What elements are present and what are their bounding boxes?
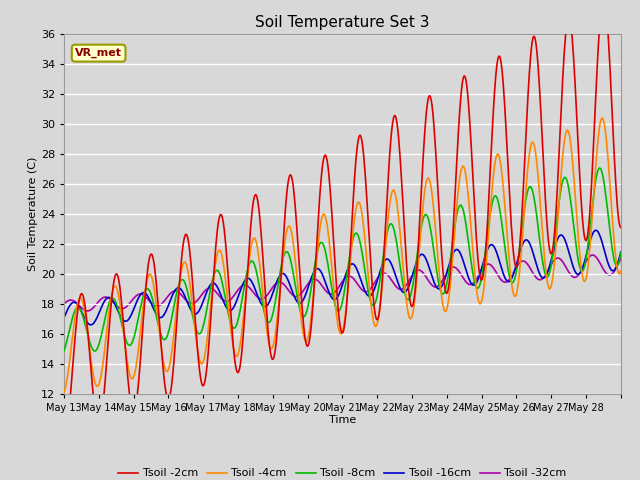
Text: VR_met: VR_met: [75, 48, 122, 58]
Tsoil -8cm: [401, 289, 408, 295]
Line: Tsoil -32cm: Tsoil -32cm: [64, 255, 621, 311]
Tsoil -4cm: [125, 370, 133, 376]
Tsoil -32cm: [83, 308, 91, 314]
Tsoil -8cm: [256, 287, 264, 293]
Tsoil -4cm: [255, 257, 263, 263]
Tsoil -16cm: [401, 289, 408, 295]
Tsoil -8cm: [60, 348, 68, 354]
Tsoil -2cm: [400, 215, 408, 221]
Tsoil -16cm: [277, 271, 285, 277]
Tsoil -4cm: [598, 115, 606, 121]
Tsoil -16cm: [60, 315, 68, 321]
Tsoil -8cm: [596, 165, 604, 171]
Line: Tsoil -16cm: Tsoil -16cm: [64, 230, 621, 325]
Tsoil -2cm: [60, 436, 68, 442]
Tsoil -8cm: [432, 262, 440, 267]
Tsoil -16cm: [228, 306, 236, 312]
X-axis label: Time: Time: [329, 415, 356, 425]
Tsoil -8cm: [228, 324, 236, 330]
Tsoil -8cm: [617, 250, 625, 256]
Line: Tsoil -4cm: Tsoil -4cm: [64, 118, 621, 392]
Tsoil -32cm: [617, 256, 625, 262]
Tsoil -4cm: [228, 334, 236, 340]
Tsoil -2cm: [617, 225, 625, 230]
Tsoil -2cm: [255, 210, 263, 216]
Tsoil -32cm: [432, 284, 440, 290]
Tsoil -32cm: [126, 300, 134, 306]
Tsoil -4cm: [400, 272, 408, 278]
Tsoil -32cm: [401, 285, 408, 290]
Tsoil -16cm: [87, 322, 95, 328]
Tsoil -8cm: [126, 342, 134, 348]
Tsoil -16cm: [592, 228, 600, 233]
Tsoil -2cm: [125, 390, 133, 396]
Line: Tsoil -8cm: Tsoil -8cm: [64, 168, 621, 351]
Tsoil -32cm: [256, 296, 264, 301]
Tsoil -32cm: [228, 295, 236, 300]
Legend: Tsoil -2cm, Tsoil -4cm, Tsoil -8cm, Tsoil -16cm, Tsoil -32cm: Tsoil -2cm, Tsoil -4cm, Tsoil -8cm, Tsoi…: [114, 464, 571, 480]
Tsoil -16cm: [126, 314, 134, 320]
Tsoil -8cm: [91, 348, 99, 354]
Tsoil -4cm: [431, 220, 439, 226]
Tsoil -4cm: [276, 283, 284, 288]
Tsoil -4cm: [60, 389, 68, 395]
Line: Tsoil -2cm: Tsoil -2cm: [64, 0, 621, 439]
Tsoil -16cm: [256, 299, 264, 304]
Tsoil -4cm: [617, 268, 625, 274]
Tsoil -32cm: [277, 279, 285, 285]
Tsoil -32cm: [60, 301, 68, 307]
Tsoil -8cm: [277, 264, 285, 270]
Title: Soil Temperature Set 3: Soil Temperature Set 3: [255, 15, 429, 30]
Tsoil -2cm: [431, 137, 439, 143]
Tsoil -16cm: [432, 283, 440, 289]
Tsoil -32cm: [589, 252, 596, 258]
Tsoil -2cm: [276, 284, 284, 290]
Tsoil -2cm: [228, 324, 236, 329]
Y-axis label: Soil Temperature (C): Soil Temperature (C): [28, 156, 38, 271]
Tsoil -16cm: [617, 249, 625, 255]
